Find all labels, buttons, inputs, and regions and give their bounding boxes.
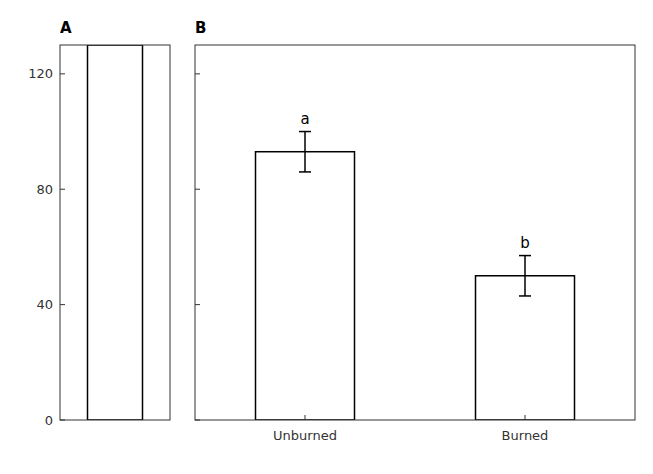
x-tick bbox=[525, 415, 526, 420]
error-cap bbox=[519, 295, 531, 297]
y-tick-label: 80 bbox=[36, 182, 53, 197]
bar bbox=[88, 45, 143, 420]
y-tick-label: 120 bbox=[28, 66, 53, 81]
marks bbox=[88, 45, 143, 420]
panel-label: B bbox=[195, 19, 206, 37]
y-tick-label: 40 bbox=[36, 297, 53, 312]
error-stem bbox=[304, 132, 306, 172]
bar bbox=[476, 276, 575, 420]
marks bbox=[256, 132, 575, 420]
panel-label: A bbox=[60, 19, 72, 37]
y-tick bbox=[60, 73, 65, 74]
y-tick bbox=[195, 304, 200, 305]
y-tick bbox=[60, 189, 65, 190]
x-tick bbox=[305, 415, 306, 420]
y-tick bbox=[60, 420, 65, 421]
bar bbox=[256, 152, 355, 420]
error-cap bbox=[299, 171, 311, 173]
plot-frame bbox=[60, 45, 170, 420]
panel: a b Unburned Burned B bbox=[195, 19, 635, 443]
error-bar bbox=[519, 256, 531, 296]
y-tick bbox=[195, 189, 200, 190]
plot-frame bbox=[195, 45, 635, 420]
annotation: a bbox=[300, 110, 309, 128]
y-tick-label: 0 bbox=[45, 413, 53, 428]
y-tick bbox=[195, 73, 200, 74]
error-cap bbox=[519, 255, 531, 257]
error-bar bbox=[299, 132, 311, 172]
error-cap bbox=[299, 131, 311, 133]
annotation: b bbox=[520, 234, 530, 252]
chart-root: 0 40 80 120 Aa b Unburned Burned B bbox=[0, 0, 653, 474]
error-stem bbox=[524, 256, 526, 296]
x-tick-label: Unburned bbox=[273, 428, 337, 443]
y-tick bbox=[60, 304, 65, 305]
panel: 0 40 80 120 A bbox=[28, 19, 170, 428]
y-tick bbox=[195, 420, 200, 421]
x-tick-label: Burned bbox=[502, 428, 549, 443]
